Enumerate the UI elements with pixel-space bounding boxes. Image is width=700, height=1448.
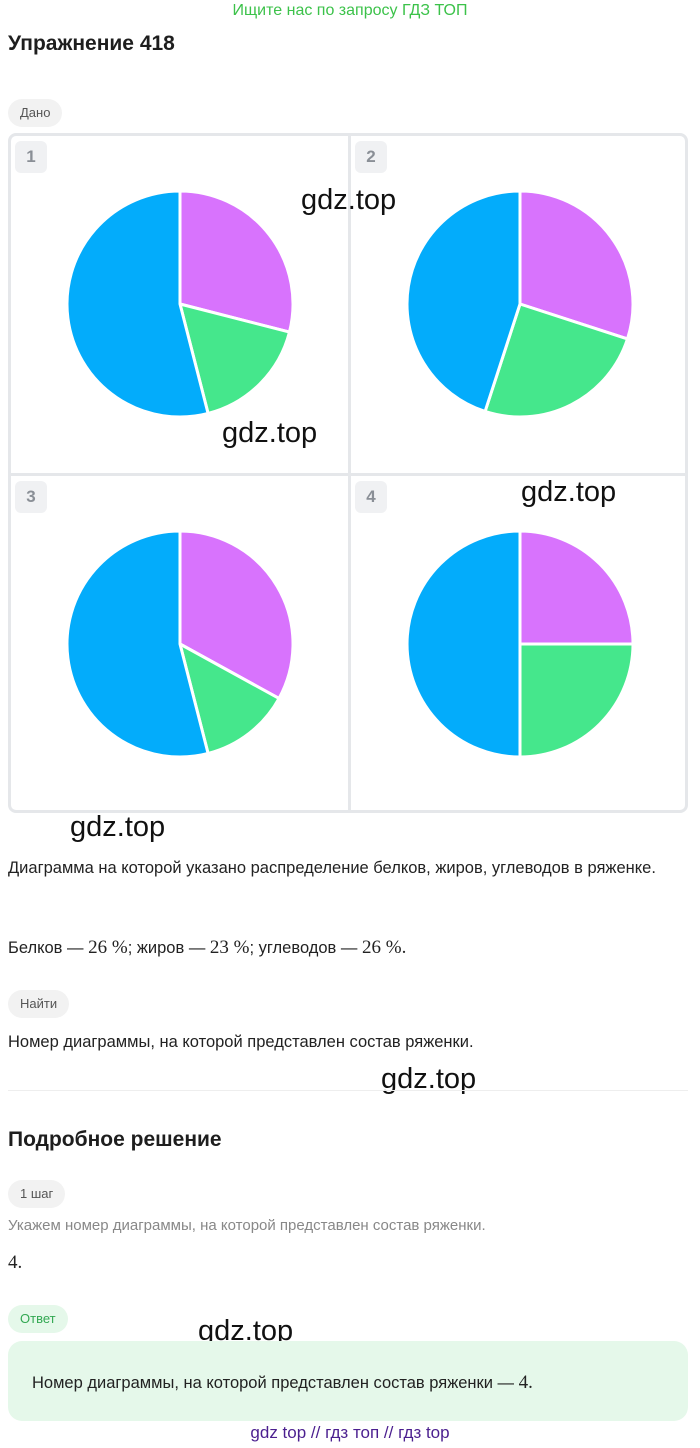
watermark: gdz.top: [222, 417, 318, 449]
footer-links[interactable]: gdz top // гдз топ // гдз top: [250, 1423, 450, 1442]
pie-slice-green: [518, 642, 635, 759]
fat-label: ; жиров —: [127, 939, 210, 957]
chart-number: 2: [355, 141, 387, 173]
fat-value: 23 %: [209, 937, 250, 958]
answer-text: Номер диаграммы, на которой представлен …: [32, 1374, 519, 1392]
pie-slice-green: [178, 302, 291, 415]
find-text: Номер диаграммы, на которой представлен …: [8, 1033, 474, 1051]
chart-cell-2: 2: [351, 136, 688, 473]
pie-slice-green: [178, 642, 281, 755]
pie-slice-blue: [65, 189, 210, 419]
pie-slice-purple: [518, 529, 635, 646]
answer-value: 4: [518, 1372, 529, 1393]
answer-end: .: [528, 1372, 533, 1393]
watermark: gdz.top: [381, 1063, 477, 1095]
given-badge: Дано: [8, 99, 63, 127]
page-title: Упражнение 418: [8, 32, 175, 55]
carb-value: 26 %: [362, 937, 402, 958]
find-badge: Найти: [8, 990, 70, 1018]
pie-slice-blue: [405, 189, 522, 413]
pie-chart-3: [65, 529, 295, 759]
carb-label: ; углеводов —: [249, 939, 362, 957]
chart-cell-1: 1: [11, 136, 348, 473]
pie-slice-purple: [178, 529, 295, 700]
step-text: Укажем номер диаграммы, на которой предс…: [8, 1217, 486, 1234]
given-description: Диаграмма на которой указано распределен…: [8, 859, 656, 877]
pie-slice-green: [483, 302, 629, 419]
given-values: Белков — 26 %; жиров — 23 %; углеводов —…: [8, 930, 406, 966]
pie-slice-purple: [178, 189, 295, 334]
chart-number: 3: [15, 481, 47, 513]
pie-chart-grid: 1 2 3 4: [8, 133, 688, 813]
values-end: .: [401, 937, 407, 958]
chart-number: 1: [15, 141, 47, 173]
watermark: gdz.top: [70, 811, 166, 843]
chart-cell-3: 3: [11, 476, 348, 813]
pie-chart-2: [405, 189, 635, 419]
answer-badge: Ответ: [8, 1305, 68, 1333]
grid-divider-horizontal: [11, 473, 685, 476]
section-divider: [8, 1090, 688, 1091]
watermark: gdz.top: [521, 476, 617, 508]
pie-slice-purple: [518, 189, 635, 341]
pie-slice-blue: [65, 529, 210, 759]
pie-slice-blue: [405, 529, 522, 759]
promo-banner: Ищите нас по запросу ГДЗ ТОП: [232, 2, 468, 19]
chart-number: 4: [355, 481, 387, 513]
answer-box: Номер диаграммы, на которой представлен …: [8, 1341, 688, 1421]
pie-chart-4: [405, 529, 635, 759]
step-result: 4.: [8, 1252, 23, 1273]
pie-chart-1: [65, 189, 295, 419]
step-badge: 1 шаг: [8, 1180, 66, 1208]
protein-label: Белков —: [8, 939, 89, 957]
chart-cell-4: 4: [351, 476, 688, 813]
solution-heading: Подробное решение: [8, 1128, 222, 1151]
protein-value: 26 %: [88, 937, 128, 958]
watermark: gdz.top: [301, 184, 397, 216]
